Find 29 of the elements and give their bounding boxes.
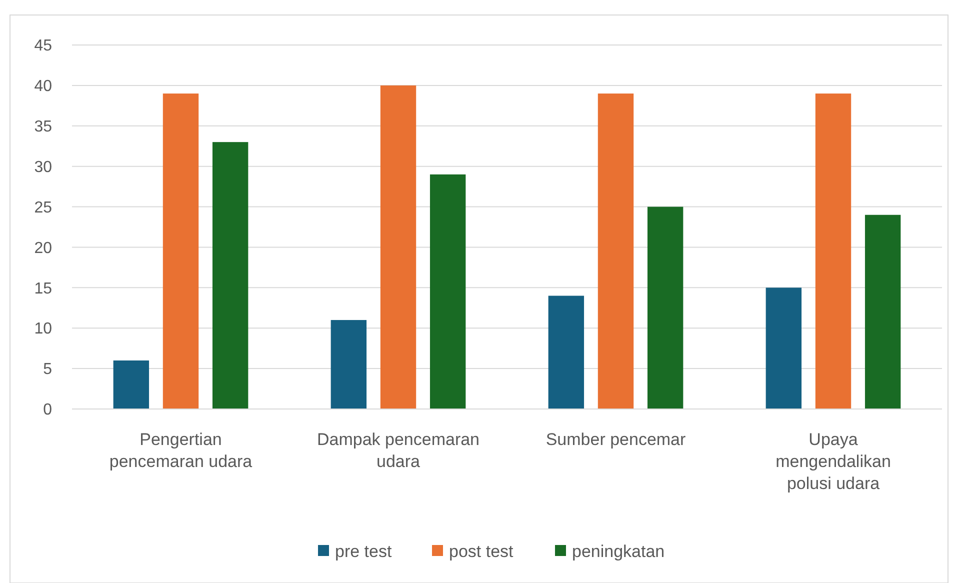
y-tick-label: 10 <box>34 320 52 338</box>
bar <box>430 174 466 409</box>
bar <box>212 142 248 409</box>
legend-label: post test <box>449 542 514 561</box>
x-tick-label: Upaya mengendalikan polusi udara <box>776 430 891 493</box>
y-tick-label: 45 <box>34 38 52 55</box>
bar <box>330 320 367 409</box>
y-tick-label: 35 <box>34 118 52 136</box>
y-tick-label: 5 <box>43 361 52 378</box>
y-tick-label: 0 <box>43 402 52 419</box>
y-tick-label: 40 <box>34 78 52 96</box>
y-tick-label: 15 <box>34 280 52 298</box>
bar <box>864 214 901 409</box>
bar <box>598 94 634 409</box>
bar <box>113 360 150 409</box>
x-tick-label: Dampak pencemaran udara <box>316 430 480 471</box>
bar <box>548 296 584 409</box>
y-tick-label: 25 <box>34 199 52 216</box>
bar <box>162 94 199 409</box>
bar <box>380 85 416 409</box>
bar <box>766 288 802 409</box>
y-tick-label: 30 <box>34 158 52 176</box>
x-tick-label: Pengertian pencemaran udara <box>109 430 253 471</box>
legend-label: pre test <box>335 542 392 561</box>
bar <box>815 94 852 409</box>
x-tick-label: Sumber pencemar <box>546 430 686 449</box>
legend-label: peningkatan <box>572 542 665 561</box>
bar <box>647 206 684 409</box>
y-tick-label: 20 <box>34 240 52 257</box>
